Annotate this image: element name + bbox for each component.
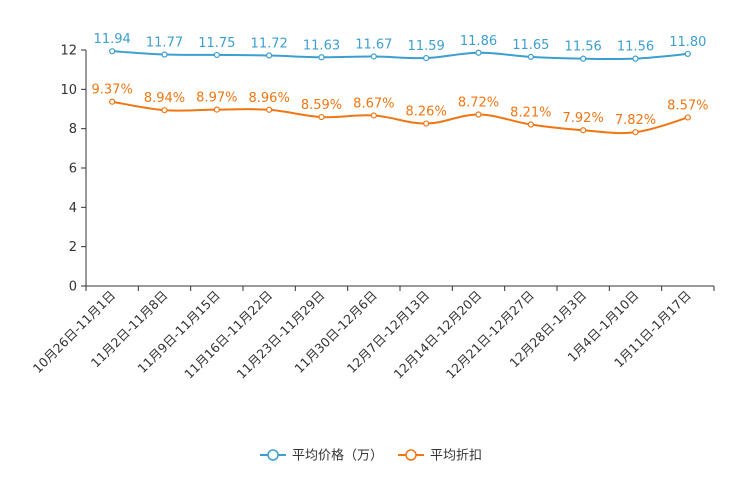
data-point[interactable] xyxy=(213,51,220,59)
data-label: 11.86 xyxy=(460,34,497,49)
data-point[interactable] xyxy=(109,48,116,55)
legend-marker-icon xyxy=(405,449,417,461)
data-point[interactable] xyxy=(527,53,534,60)
data-point[interactable] xyxy=(109,98,116,105)
data-label: 8.94% xyxy=(144,91,185,106)
data-label: 11.67 xyxy=(355,37,392,52)
y-tick-label: 6 xyxy=(69,162,77,177)
legend-item-1[interactable]: 平均价格（万） xyxy=(260,448,383,464)
data-point[interactable] xyxy=(632,55,639,62)
data-point[interactable] xyxy=(318,113,325,121)
data-label: 8.72% xyxy=(458,96,499,111)
data-point[interactable] xyxy=(684,114,691,121)
legend-label: 平均折扣 xyxy=(430,449,482,464)
data-label: 11.75 xyxy=(198,36,235,51)
x-tick-label: 11月23日-11月29日 xyxy=(233,288,327,382)
data-point[interactable] xyxy=(580,127,587,134)
data-label: 8.97% xyxy=(196,91,237,106)
series-2: 9.37% 8.94% 8.97% 8.96% 8.59% 8.67% 8.26% 8.72%… xyxy=(92,83,708,136)
data-point[interactable] xyxy=(684,50,691,58)
data-label: 11.72 xyxy=(251,37,288,52)
series-line xyxy=(112,100,689,135)
data-point[interactable] xyxy=(318,54,325,61)
y-tick-label: 8 xyxy=(69,122,77,137)
y-tick-label: 12 xyxy=(60,44,77,59)
x-tick-label: 12月21日-12月27日 xyxy=(443,288,537,382)
y-tick-label: 2 xyxy=(69,240,77,255)
data-label: 11.59 xyxy=(408,39,445,54)
data-point[interactable] xyxy=(580,55,587,62)
data-label: 11.56 xyxy=(565,40,602,55)
data-label: 11.77 xyxy=(146,36,183,51)
data-point[interactable] xyxy=(475,111,482,118)
data-label: 8.96% xyxy=(249,91,290,106)
data-label: 7.92% xyxy=(563,111,604,126)
data-point[interactable] xyxy=(161,51,168,58)
data-point[interactable] xyxy=(475,49,482,56)
data-label: 7.82% xyxy=(615,113,656,128)
data-point[interactable] xyxy=(632,129,639,136)
data-point[interactable] xyxy=(213,106,220,113)
data-label: 8.59% xyxy=(301,98,342,113)
data-point[interactable] xyxy=(423,54,430,62)
data-point[interactable] xyxy=(423,120,430,127)
data-label: 8.21% xyxy=(510,106,551,121)
data-label: 11.63 xyxy=(303,38,340,53)
y-tick-label: 10 xyxy=(60,83,77,98)
series-line xyxy=(112,50,688,61)
data-point[interactable] xyxy=(266,106,273,113)
y-tick-label: 4 xyxy=(69,201,77,216)
legend-label: 平均价格（万） xyxy=(292,448,383,464)
y-tick-label: 0 xyxy=(69,280,77,295)
data-label: 11.80 xyxy=(669,35,706,50)
data-label: 11.65 xyxy=(512,38,549,53)
data-label: 8.57% xyxy=(667,98,708,113)
series-layer: 11.94 11.77 11.75 11.72 11.63 11.67 11.59 11.86… xyxy=(92,32,708,136)
data-label: 11.94 xyxy=(94,32,131,47)
data-point[interactable] xyxy=(266,52,273,59)
data-label: 8.26% xyxy=(406,105,447,120)
data-point[interactable] xyxy=(370,53,377,60)
data-point[interactable] xyxy=(527,121,534,128)
series-1: 11.94 11.77 11.75 11.72 11.63 11.67 11.59 11.86… xyxy=(94,32,706,62)
data-point[interactable] xyxy=(370,112,377,119)
data-point[interactable] xyxy=(161,107,168,114)
legend-marker-icon xyxy=(267,449,279,461)
legend[interactable]: 平均价格（万） 平均折扣 xyxy=(260,448,482,464)
legend-item-2[interactable]: 平均折扣 xyxy=(398,449,482,464)
x-tick-label: 12月14日-12月20日 xyxy=(390,288,484,382)
data-label: 8.67% xyxy=(353,96,394,111)
x-tick-label: 11月16日-11月22日 xyxy=(181,288,275,382)
data-label: 9.37% xyxy=(92,83,133,98)
data-label: 11.56 xyxy=(617,40,654,55)
